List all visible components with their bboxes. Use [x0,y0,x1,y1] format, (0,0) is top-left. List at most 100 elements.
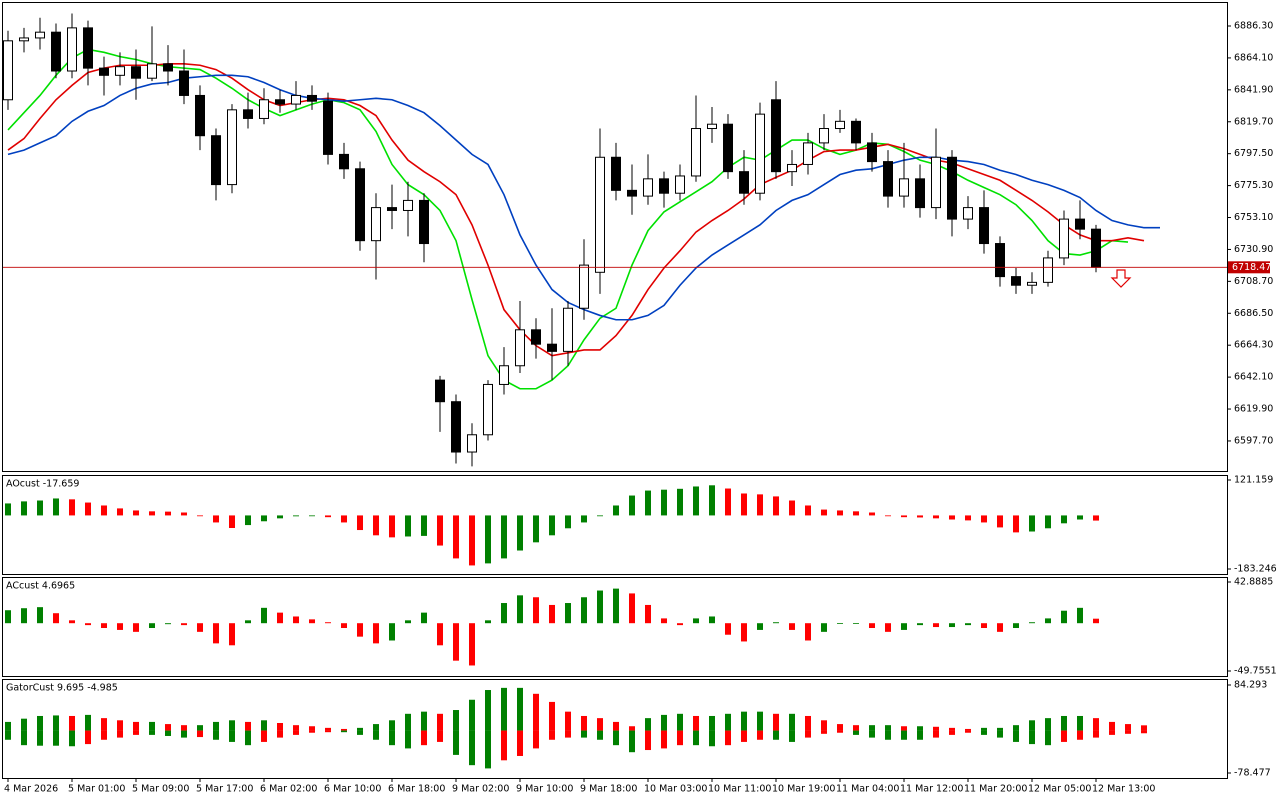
gator-bar [501,687,507,731]
histogram-bar [597,590,603,624]
histogram-bar [53,498,59,516]
gator-bar [213,730,219,740]
gator-bar [85,714,91,731]
gator-bar [485,730,491,769]
candle-body [723,123,733,173]
gator-bar [677,730,683,746]
histogram-bar [277,612,283,624]
x-tick-label: 9 Mar 18:00 [580,784,637,795]
histogram-bar [517,595,523,624]
candle-body [83,27,93,69]
gator-bar [213,721,219,731]
x-tick-label: 6 Mar 18:00 [388,784,445,795]
histogram-bar [293,515,299,517]
y-tick-label: -49.7551 [1234,665,1277,676]
candle-body [1027,281,1037,286]
histogram-bar [149,511,155,516]
gator-bar [709,730,715,747]
gator-bar [101,730,107,740]
x-tick-label: 5 Mar 01:00 [68,784,125,795]
candle-body [483,383,493,436]
gator-bar [21,718,27,731]
histogram-bar [1093,618,1099,624]
x-tick-label: 11 Mar 12:00 [900,784,963,795]
histogram-bar [821,623,827,632]
histogram-bar [693,618,699,624]
gator-bar [197,730,203,738]
candle-body [867,142,877,163]
gator-bar [357,730,363,735]
gator-bar [885,725,891,731]
histogram-bar [181,512,187,516]
gator-bar [805,730,811,738]
candle-body [755,113,765,194]
gator-bar [565,711,571,731]
histogram-bar [501,515,507,559]
histogram-bar [885,515,891,517]
candle-body [739,171,749,194]
histogram-bar [1045,515,1051,529]
alligator-line [7,48,1129,390]
gator-bar [37,715,43,731]
gator-bar [837,730,843,733]
gator-bar [293,730,299,735]
histogram-bar [133,510,139,516]
x-tick-label: 12 Mar 13:00 [1092,784,1155,795]
histogram-bar [949,623,955,628]
histogram-bar [245,515,251,526]
histogram-bar [885,623,891,632]
gator-bar [1109,721,1115,731]
histogram-bar [725,488,731,516]
histogram-bar [261,515,267,522]
x-tick-label: 9 Mar 02:00 [452,784,509,795]
histogram-bar [469,623,475,666]
gator-bar [293,725,299,731]
histogram-bar [773,622,779,624]
histogram-bar [533,597,539,624]
x-tick-label: 5 Mar 09:00 [132,784,189,795]
candle-body [835,120,845,130]
gator-bar [981,730,987,735]
gator-bar [917,726,923,731]
histogram-bar [965,515,971,521]
histogram-bar [613,588,619,624]
histogram-bar [645,490,651,516]
candle-body [467,434,477,453]
candle-body [163,63,173,72]
gator-bar [837,724,843,731]
histogram-bar [101,623,107,629]
gator-bar [1125,724,1131,731]
gator-bar [549,701,555,731]
histogram-bar [485,620,491,624]
gator-bar [1013,725,1019,731]
candle-body [899,178,909,197]
histogram-bar [789,500,795,516]
candle-body [963,207,973,220]
histogram-bar [293,616,299,624]
gator-bar [597,718,603,731]
candle-body [627,189,637,197]
gator-bar [1077,715,1083,731]
gator-bar [693,715,699,731]
gator-bar [517,730,523,756]
gator-bar [437,713,443,731]
histogram-bar [933,515,939,519]
histogram-bar [549,604,555,624]
x-tick-label: 10 Mar 19:00 [772,784,835,795]
histogram-bar [85,623,91,626]
histogram-bar [21,608,27,624]
current-price-box [1228,261,1270,274]
gator-bar [117,730,123,738]
histogram-bar [773,496,779,516]
histogram-bar [1093,515,1099,521]
gator-bar [501,730,507,761]
gator-bar [933,730,939,738]
histogram-bar [869,512,875,516]
y-tick-label: 6864.10 [1234,52,1273,63]
histogram-bar [997,515,1003,528]
histogram-bar [357,623,363,637]
histogram-bar [565,515,571,529]
histogram-bar [453,623,459,661]
histogram-bar [597,515,603,517]
gator-bar [1109,730,1115,735]
